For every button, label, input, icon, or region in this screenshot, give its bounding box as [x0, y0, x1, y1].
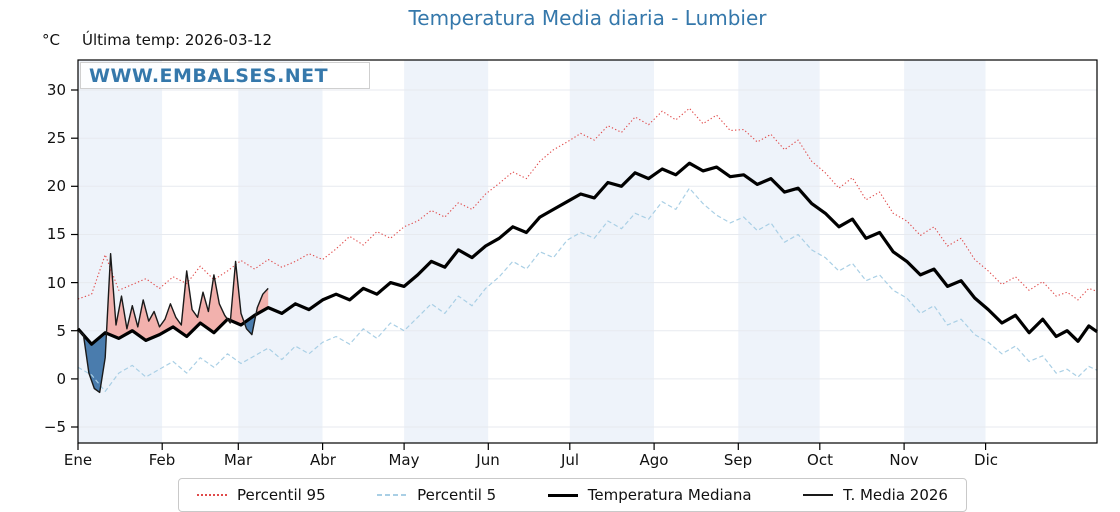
legend-item-t-media-2026: T. Media 2026 [803, 486, 948, 504]
y-tick-label: 20 [46, 177, 66, 195]
legend-item-percentil-5: Percentil 5 [377, 486, 496, 504]
plot-area [71, 59, 1098, 450]
month-band-Abr [322, 60, 405, 443]
axes-frame [77, 59, 1098, 444]
y-tick-label: 15 [46, 225, 66, 243]
x-tick-label: Nov [889, 451, 919, 469]
temperatura-mediana-line-swatch [547, 493, 578, 497]
x-tick-label: Oct [807, 451, 833, 469]
x-tick-label: Feb [148, 451, 176, 469]
x-tick-label: Dic [974, 451, 998, 469]
month-band-Ago [654, 60, 739, 443]
month-band-Dic [985, 60, 1070, 443]
month-band-Jun [488, 60, 570, 443]
y-tick-label: 5 [56, 322, 66, 340]
series-line-percentil-95 [77, 107, 1098, 301]
month-band-Feb [162, 60, 239, 443]
legend-label: Percentil 5 [417, 486, 497, 504]
y-tick-label: −5 [43, 418, 66, 436]
x-tick-label: Ago [639, 451, 669, 469]
month-band-May [404, 60, 489, 443]
x-tick-label: Ene [63, 451, 93, 469]
month-band-Mar [238, 60, 323, 443]
series-line-percentil-5 [77, 187, 1098, 392]
last-temp-annotation: Última temp: 2026-03-12 [82, 31, 273, 49]
legend-label: T. Media 2026 [843, 486, 948, 504]
chart-title: Temperatura Media diaria - Lumbier [408, 6, 767, 30]
legend-label: Percentil 95 [237, 486, 326, 504]
x-tick-label: Jun [476, 451, 500, 469]
y-tick-label: 10 [46, 274, 66, 292]
series-line-temperatura-mediana [76, 161, 1098, 346]
temperature-chart: Temperatura Media diaria - Lumbier °C Úl… [42, 6, 1098, 512]
fill-below-median [78, 307, 269, 393]
percentil-95-line-swatch [197, 494, 227, 496]
series-line-t-media-2026 [77, 253, 269, 394]
x-tick-label: Abr [310, 451, 336, 469]
x-tick-label: Jul [560, 451, 580, 469]
x-tick-label: Mar [223, 451, 253, 469]
legend-item-percentil-95: Percentil 95 [197, 486, 326, 504]
t-media-2026-line-swatch [803, 494, 834, 496]
y-tick-label: 0 [56, 370, 66, 388]
watermark-label: WWW.EMBALSES.NET [80, 62, 370, 89]
y-axis-units-label: °C [42, 31, 60, 49]
legend-item-temperatura-mediana: Temperatura Mediana [547, 486, 752, 504]
month-band-Sep [738, 60, 820, 443]
legend: Percentil 95 Percentil 5 Temperatura Med… [178, 478, 967, 512]
y-tick-label: 25 [46, 129, 66, 147]
month-band-Jul [569, 60, 654, 443]
month-band-Nov [904, 60, 986, 443]
legend-label: Temperatura Mediana [587, 486, 752, 504]
percentil-5-line-swatch [377, 494, 408, 496]
x-tick-label: May [388, 451, 420, 469]
x-tick-label: Sep [723, 451, 753, 469]
y-tick-label: 30 [46, 81, 66, 99]
month-band-Ene [78, 60, 163, 443]
